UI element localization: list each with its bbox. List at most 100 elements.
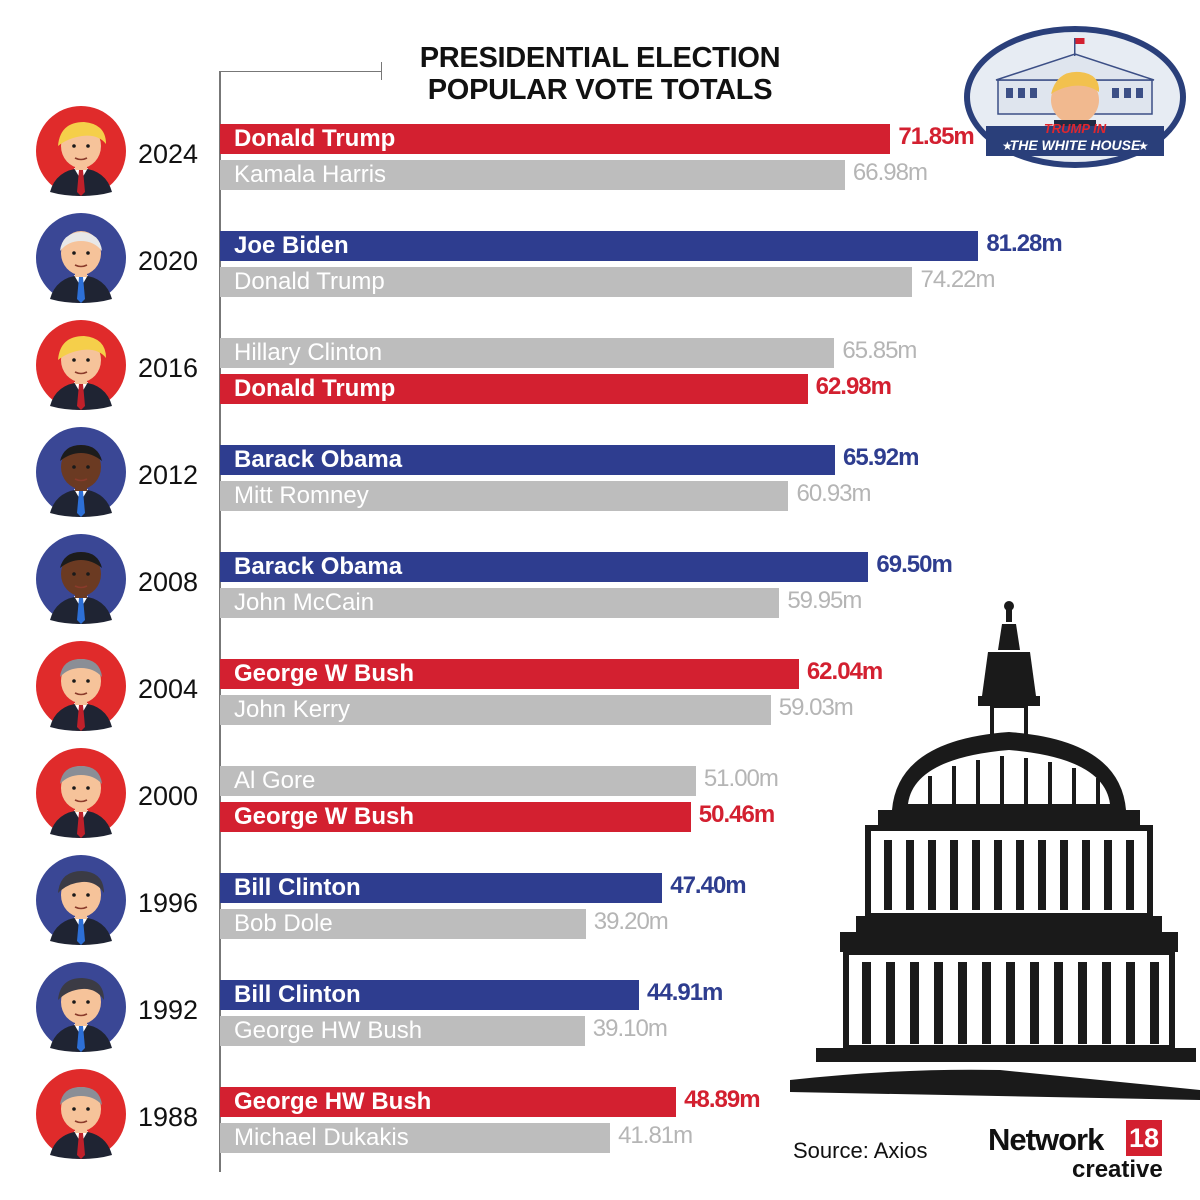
- bar-value-label: 81.28m: [986, 230, 1062, 257]
- bar-candidate-label: Hillary Clinton: [234, 339, 383, 366]
- bar-candidate-label: Kamala Harris: [234, 161, 387, 188]
- bar-candidate-label: Donald Trump: [234, 125, 396, 152]
- year-label: 1988: [138, 1102, 199, 1132]
- bar: [220, 1123, 611, 1153]
- biden-portrait-icon: [36, 213, 126, 303]
- bar: [220, 1016, 585, 1046]
- bar-value-label: 51.00m: [703, 765, 779, 792]
- bar-candidate-label: Donald Trump: [234, 375, 396, 402]
- bar-value-label: 47.40m: [670, 872, 746, 899]
- badge-banner: [986, 126, 1164, 156]
- year-label: 2012: [138, 460, 199, 490]
- bar-candidate-label: Mitt Romney: [234, 482, 369, 509]
- brand-network: Network: [988, 1122, 1104, 1157]
- bar-value-label: 50.46m: [698, 801, 775, 828]
- bar-value-label: 65.85m: [842, 337, 917, 364]
- clinton-portrait-icon: [36, 855, 126, 945]
- bar-candidate-label: John Kerry: [234, 696, 351, 723]
- top-axis-line: [219, 71, 382, 72]
- year-label: 1992: [138, 995, 199, 1025]
- bar-value-label: 71.85m: [898, 123, 974, 150]
- year-label: 2024: [138, 139, 199, 169]
- bar-candidate-label: Bill Clinton: [234, 874, 361, 901]
- bar: [220, 1087, 677, 1117]
- bar: [220, 445, 836, 475]
- bar: [220, 481, 789, 511]
- bar: [220, 552, 869, 582]
- bar: [220, 267, 913, 297]
- bar-value-label: 66.98m: [852, 159, 928, 186]
- dome-ribs: [928, 756, 1100, 804]
- source-note: Source: Axios: [793, 1138, 928, 1163]
- clinton-portrait-icon: [36, 962, 126, 1052]
- bar-candidate-label: Bob Dole: [234, 910, 333, 937]
- bar-value-label: 62.04m: [806, 658, 883, 685]
- bar-candidate-label: Michael Dukakis: [234, 1124, 409, 1151]
- bar: [220, 588, 780, 618]
- bar: [220, 873, 663, 903]
- obama-portrait-icon: [36, 427, 126, 517]
- bar-candidate-label: George HW Bush: [234, 1017, 423, 1044]
- year-label: 2016: [138, 353, 199, 383]
- bar-value-label: 69.50m: [876, 551, 952, 578]
- bar: [220, 766, 696, 796]
- bar-candidate-label: George W Bush: [234, 660, 415, 687]
- bar-value-label: 44.91m: [647, 979, 723, 1006]
- trump-portrait-icon: [36, 320, 126, 410]
- bar-candidate-label: George W Bush: [234, 803, 415, 830]
- year-label: 2000: [138, 781, 199, 811]
- brand-sub: creative: [1072, 1156, 1163, 1183]
- badge-line-1: TRUMP IN: [1044, 121, 1107, 136]
- badge-line-2: THE WHITE HOUSE: [1010, 137, 1141, 153]
- bar-candidate-label: Barack Obama: [234, 446, 403, 473]
- year-label: 1996: [138, 888, 199, 918]
- bar-candidate-label: John McCain: [234, 589, 375, 616]
- year-label: 2020: [138, 246, 199, 276]
- bar-candidate-label: Al Gore: [234, 767, 316, 794]
- bar: [220, 160, 845, 190]
- bush-portrait-icon: [36, 641, 126, 731]
- bar-value-label: 39.20m: [593, 908, 669, 935]
- chart-title-line-2: POPULAR VOTE TOTALS: [427, 74, 773, 106]
- bar: [220, 980, 639, 1010]
- top-axis-tick: [381, 62, 382, 80]
- year-label: 2008: [138, 567, 199, 597]
- hwbush-portrait-icon: [36, 1069, 126, 1159]
- bar-value-label: 59.95m: [787, 587, 862, 614]
- bar: [220, 802, 691, 832]
- bar: [220, 231, 979, 261]
- chart-title-line-1: PRESIDENTIAL ELECTION: [419, 42, 781, 74]
- bar-value-label: 41.81m: [618, 1122, 693, 1149]
- bar-value-label: 59.03m: [778, 694, 854, 721]
- capitol-columns: [862, 840, 1159, 1044]
- bar-candidate-label: Donald Trump: [234, 268, 385, 295]
- bar-value-label: 60.93m: [796, 480, 871, 507]
- bar-value-label: 48.89m: [684, 1086, 760, 1113]
- star-icon: ★: [1002, 139, 1013, 153]
- trump-white-house-badge: TRUMP IN THE WHITE HOUSE ★ ★: [964, 26, 1186, 168]
- bush-portrait-icon: [36, 748, 126, 838]
- bar: [220, 124, 891, 154]
- capitol-building-icon: [790, 601, 1200, 1100]
- bar: [220, 695, 771, 725]
- bar-value-label: 39.10m: [592, 1015, 668, 1042]
- obama-portrait-icon: [36, 534, 126, 624]
- trump-portrait-icon: [36, 106, 126, 196]
- bar-value-label: 65.92m: [843, 444, 919, 471]
- y-axis-line: [219, 72, 221, 1172]
- bar-value-label: 62.98m: [815, 373, 892, 400]
- bar-candidate-label: George HW Bush: [234, 1088, 432, 1115]
- bar-value-label: 74.22m: [920, 266, 995, 293]
- network18-logo: Network 18 creative: [988, 1120, 1168, 1184]
- chart-title: PRESIDENTIAL ELECTION POPULAR VOTE TOTAL…: [360, 42, 840, 106]
- bar: [220, 374, 808, 404]
- bar-candidate-label: Bill Clinton: [234, 981, 361, 1008]
- bar-candidate-label: Barack Obama: [234, 553, 403, 580]
- star-icon: ★: [1138, 139, 1149, 153]
- brand-number: 18: [1126, 1120, 1163, 1156]
- bar: [220, 909, 586, 939]
- year-label: 2004: [138, 674, 199, 704]
- bar: [220, 659, 799, 689]
- bar: [220, 338, 835, 368]
